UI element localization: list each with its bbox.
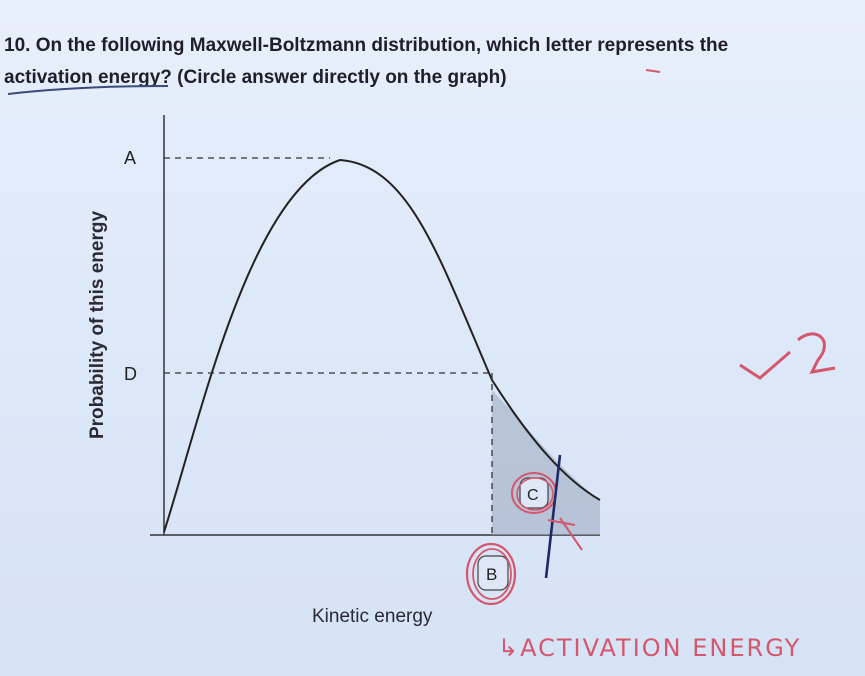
shaded-region (492, 390, 600, 535)
label-a: A (124, 148, 136, 168)
check-mark (739, 350, 791, 380)
handwritten-arrow (547, 517, 583, 551)
distribution-curve (163, 158, 601, 533)
question-text: 10. On the following Maxwell-Boltzmann d… (4, 30, 854, 94)
score-two (797, 332, 836, 374)
top-right-mark (645, 69, 661, 73)
label-c: C (527, 487, 539, 504)
y-axis-label-text: Probability of this energy (87, 210, 108, 440)
circle-b-2 (472, 548, 512, 600)
label-b-box (477, 555, 509, 591)
underline-activation-energy (7, 85, 169, 95)
x-axis-label: Kinetic energy (312, 606, 433, 627)
circle-b (465, 542, 517, 606)
question-line-2: activation energy? (Circle answer direct… (4, 67, 507, 88)
label-d: D (124, 364, 137, 384)
question-line-1: 10. On the following Maxwell-Boltzmann d… (4, 35, 729, 56)
circle-c-2 (516, 477, 554, 511)
handwritten-slash (544, 454, 562, 579)
label-b: B (486, 565, 497, 584)
handwritten-note: ↳ACTIVATION ENERGY (498, 634, 802, 662)
